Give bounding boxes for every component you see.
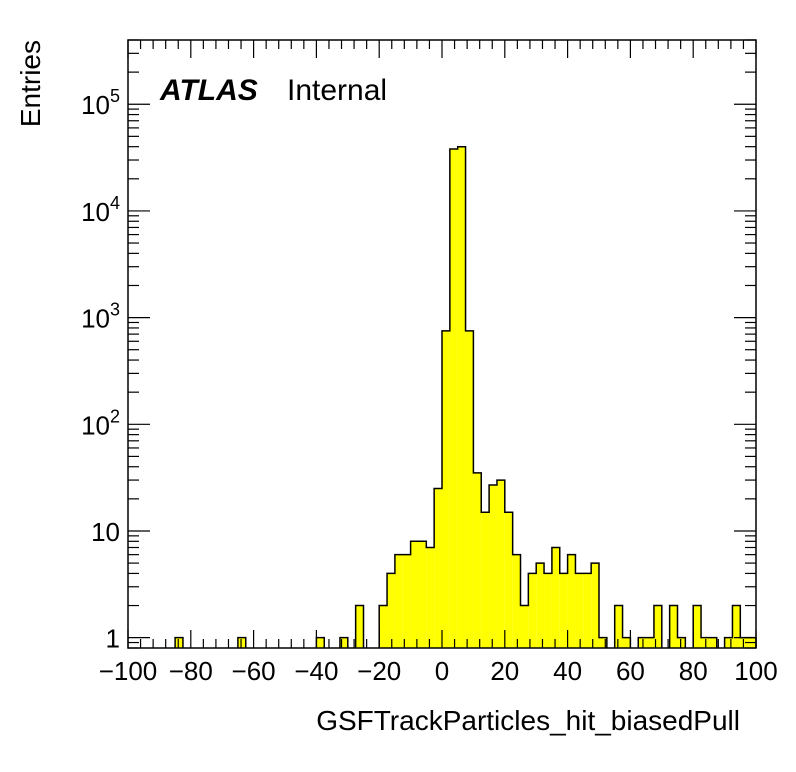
histogram-bar (575, 573, 584, 648)
histogram-bar (583, 573, 592, 648)
histogram-bar (489, 484, 497, 648)
histogram-bar (732, 605, 741, 648)
histogram-bar (339, 637, 348, 648)
plot-frame (127, 39, 757, 649)
x-tick-label: 20 (490, 656, 519, 686)
histogram-bar (434, 488, 442, 648)
internal-label: Internal (287, 74, 387, 107)
histogram-bar (457, 146, 466, 648)
x-axis-title: GSFTrackParticles_hit_biasedPull (316, 705, 740, 736)
histogram-bar (496, 480, 505, 648)
histogram-bar (418, 541, 427, 648)
x-tick-label: −100 (99, 656, 158, 686)
histogram-bar (693, 605, 702, 648)
atlas-label: ATLAS (159, 74, 258, 107)
x-tick-label: 80 (679, 656, 708, 686)
histogram-bar (536, 563, 545, 648)
histogram-bar (724, 637, 733, 648)
y-tick-label: 104 (81, 193, 120, 227)
histogram-bar (465, 330, 474, 648)
histogram-bar (481, 512, 490, 648)
histogram-bar (528, 573, 537, 648)
histogram-bar (701, 637, 709, 648)
histogram-bar (426, 547, 435, 648)
histogram-bars (175, 146, 756, 648)
histogram-bar (646, 637, 654, 648)
histogram-bar (638, 637, 647, 648)
y-tick-label: 102 (81, 406, 120, 440)
histogram-bar (449, 149, 458, 648)
y-axis-title: Entries (15, 40, 46, 127)
x-tick-label: −40 (294, 656, 338, 686)
x-tick-label: −60 (232, 656, 276, 686)
y-tick-label: 10 (91, 517, 120, 547)
histogram-bar (622, 637, 631, 648)
histogram-bar (591, 563, 599, 648)
histogram-bar (387, 573, 395, 648)
histogram-bar (504, 512, 513, 648)
y-tick-label: 1 (106, 624, 120, 654)
histogram-bar (512, 554, 521, 648)
histogram-bar (237, 637, 246, 648)
histogram-bar (520, 605, 529, 648)
histogram-bar (614, 605, 623, 648)
histogram-bar (740, 637, 749, 648)
histogram-bar (442, 330, 450, 648)
histogram-bar (708, 637, 717, 648)
x-tick-label: −20 (357, 656, 401, 686)
histogram-bar (551, 547, 560, 648)
histogram-bar (316, 637, 325, 648)
histogram-bar (599, 637, 607, 648)
histogram-bar (677, 637, 686, 648)
histogram-bar (473, 472, 482, 648)
histogram-bar (567, 554, 576, 648)
x-tick-label: 100 (734, 656, 777, 686)
histogram-outline (174, 145, 757, 648)
histogram-bar (544, 573, 552, 648)
x-tick-label: −80 (169, 656, 213, 686)
histogram-bar (355, 605, 364, 648)
histogram-bar (379, 605, 388, 648)
histogram-bar (669, 605, 678, 648)
x-tick-labels: −100 −80 −60 −40 −20 0 20 40 60 80 100 (99, 656, 778, 686)
x-tick-label: 60 (616, 656, 645, 686)
histogram-bar (175, 637, 183, 648)
histogram-bar (410, 541, 419, 648)
x-tick-label: 40 (553, 656, 582, 686)
y-tick-label: 105 (81, 86, 120, 120)
histogram-bar (394, 554, 403, 648)
histogram-bar (402, 554, 411, 648)
y-tick-label: 103 (81, 300, 120, 334)
histogram-bar (653, 605, 662, 648)
histogram-bar (559, 573, 568, 648)
y-tick-labels: 1 10 102 103 104 105 (81, 86, 120, 653)
x-tick-label: 0 (435, 656, 449, 686)
